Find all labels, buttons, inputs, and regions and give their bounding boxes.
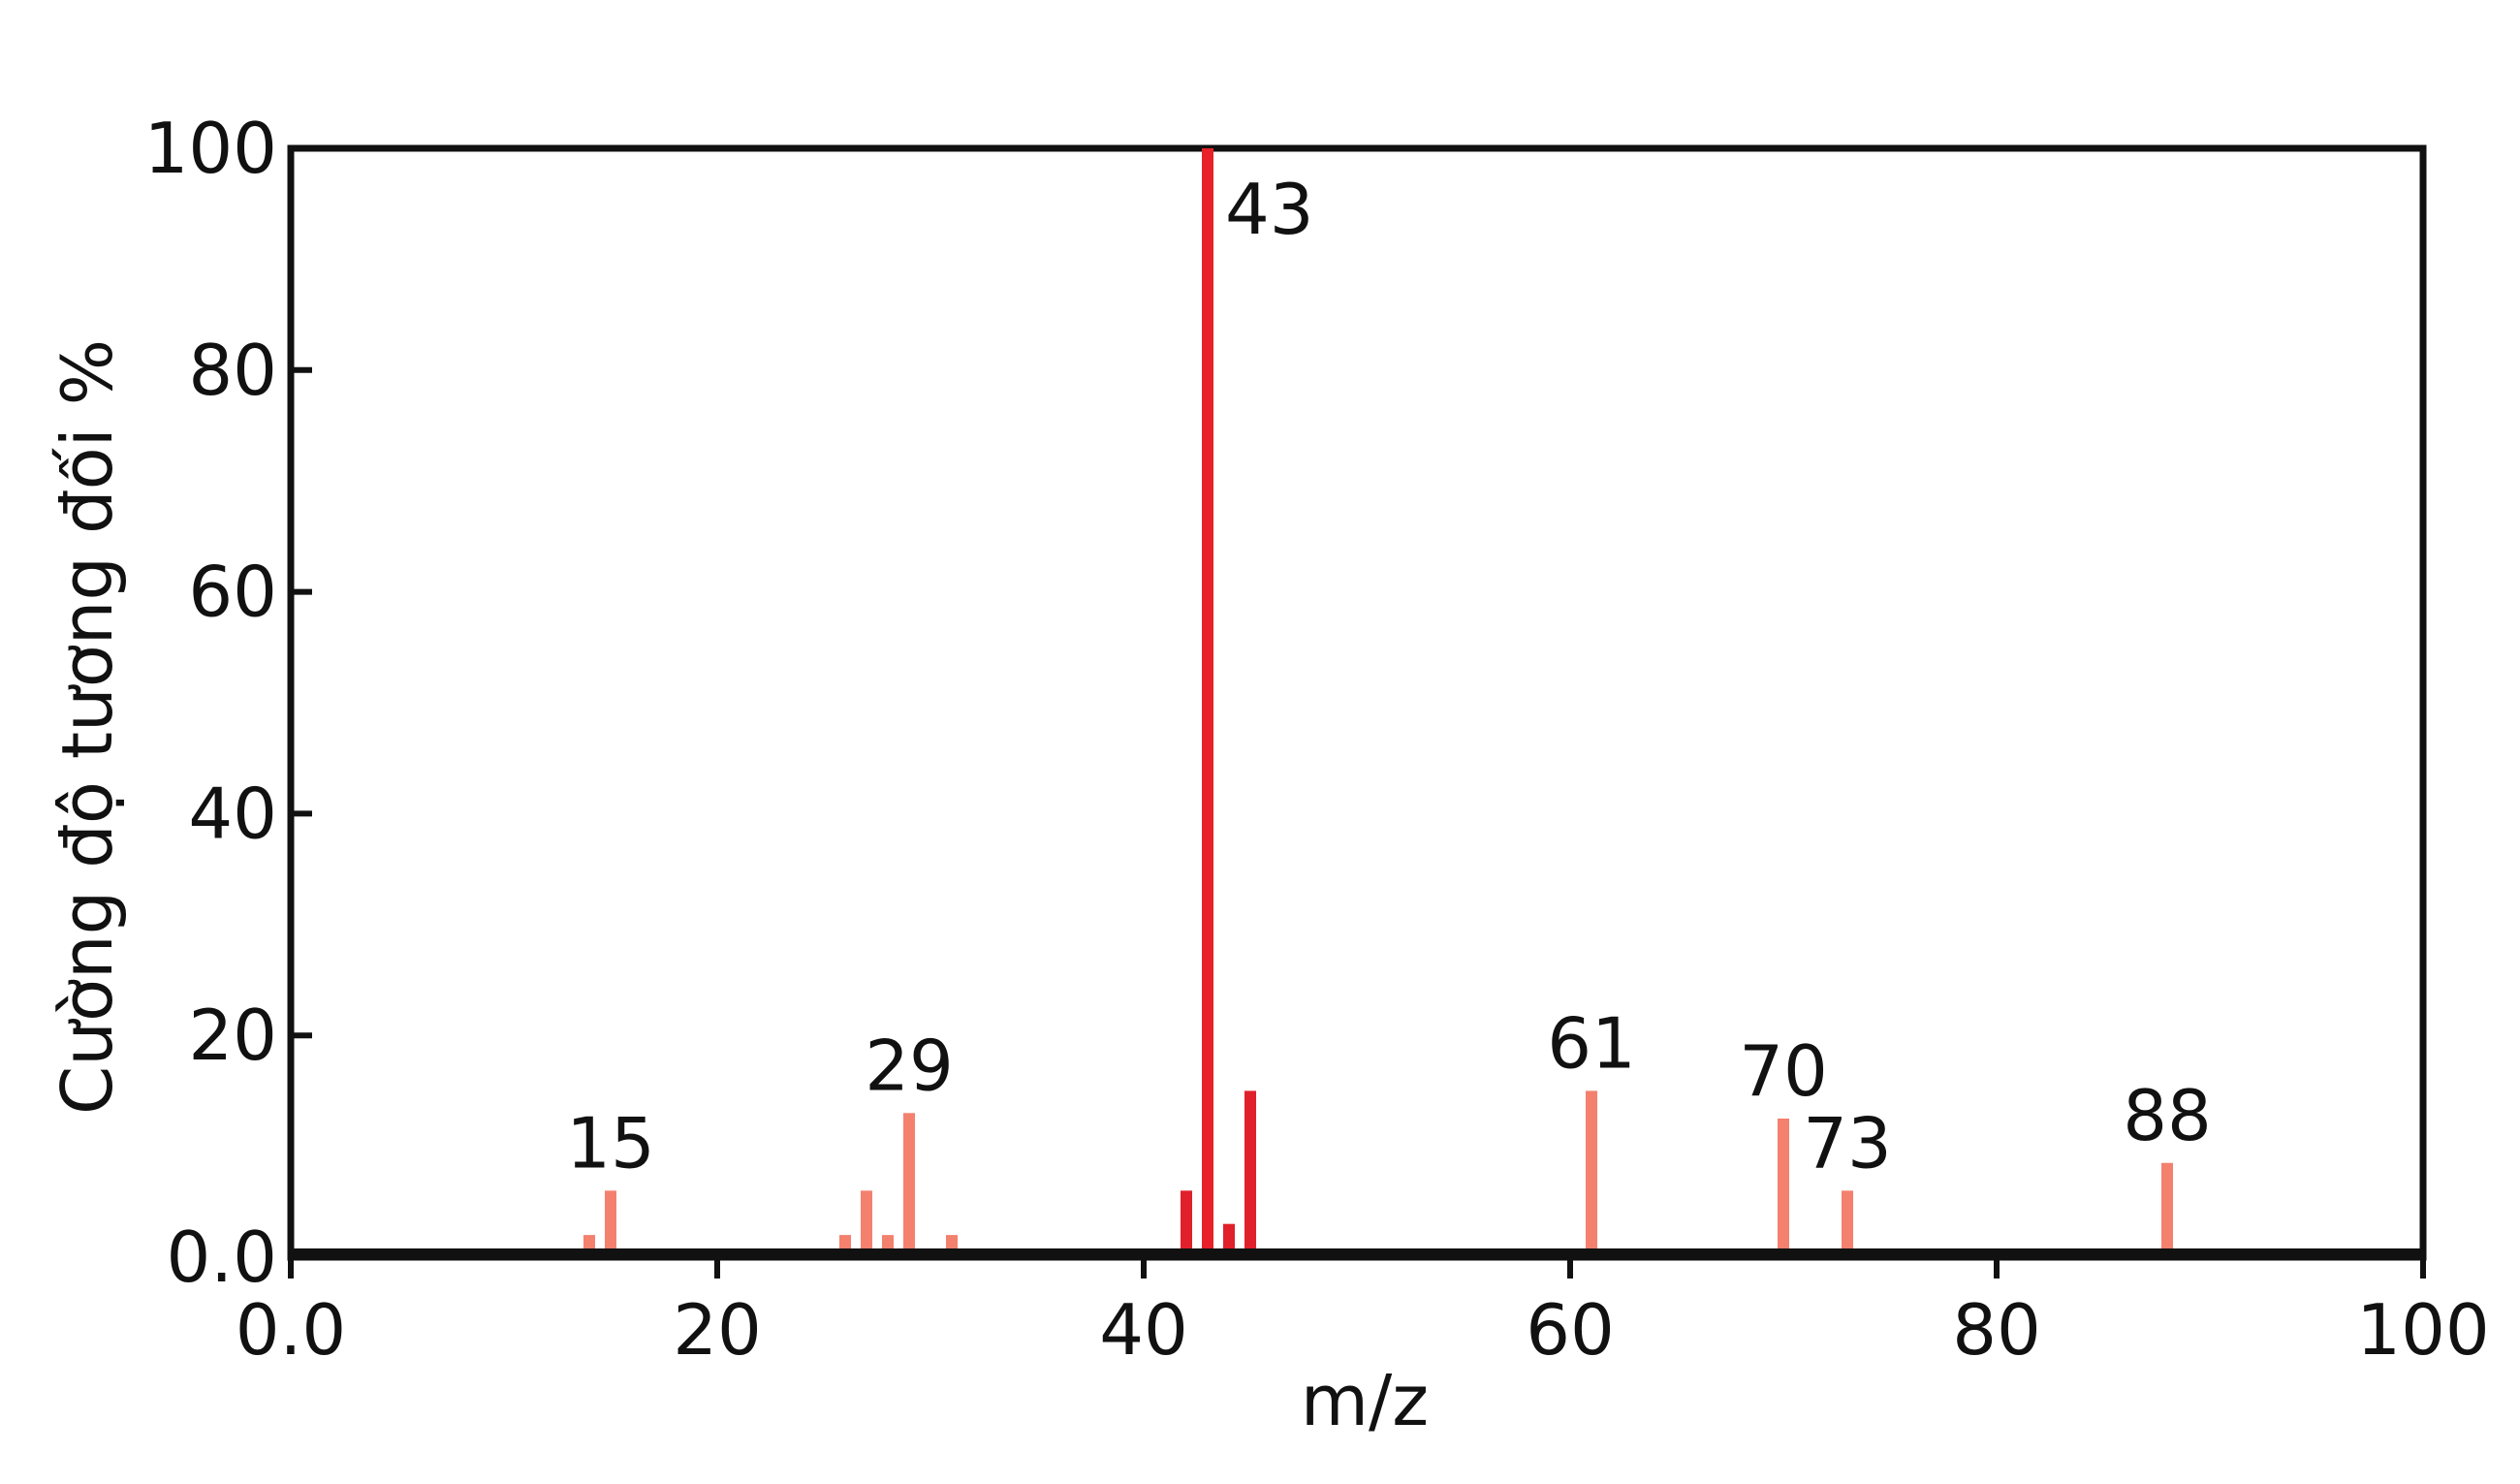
peak-label: 29 xyxy=(865,1025,954,1106)
bar xyxy=(1202,148,1213,1257)
bar xyxy=(1842,1190,1853,1257)
y-axis-label: Cường độ tương đối % xyxy=(47,339,128,1115)
bar xyxy=(861,1190,872,1257)
y-tick-label: 80 xyxy=(188,330,277,411)
y-tick-label: 100 xyxy=(144,108,277,189)
bar xyxy=(1181,1190,1192,1257)
plot-frame xyxy=(287,144,2427,1261)
bar xyxy=(1244,1090,1256,1257)
bar xyxy=(903,1113,915,1257)
x-tick-label: 60 xyxy=(1526,1289,1615,1371)
peak-label: 43 xyxy=(1225,169,1314,250)
y-tick-label: 20 xyxy=(188,995,277,1076)
x-axis-label: m/z xyxy=(1301,1360,1429,1441)
peak-label: 61 xyxy=(1547,1002,1636,1084)
bar xyxy=(605,1190,616,1257)
x-tick-label: 80 xyxy=(1952,1289,2041,1371)
y-tick-label: 0.0 xyxy=(166,1216,277,1298)
y-tick-label: 60 xyxy=(188,552,277,633)
bar xyxy=(2161,1162,2173,1257)
x-tick-label: 20 xyxy=(673,1289,762,1371)
peak-label: 73 xyxy=(1803,1102,1892,1184)
peak-label: 15 xyxy=(566,1102,655,1184)
bar xyxy=(1586,1090,1597,1257)
x-tick-label: 100 xyxy=(2356,1289,2489,1371)
peak-label: 70 xyxy=(1739,1030,1828,1112)
x-tick-label: 40 xyxy=(1099,1289,1188,1371)
y-tick-label: 40 xyxy=(188,773,277,854)
x-tick-label: 0.0 xyxy=(236,1289,347,1371)
peak-label: 88 xyxy=(2123,1075,2212,1156)
bar xyxy=(1778,1119,1789,1257)
